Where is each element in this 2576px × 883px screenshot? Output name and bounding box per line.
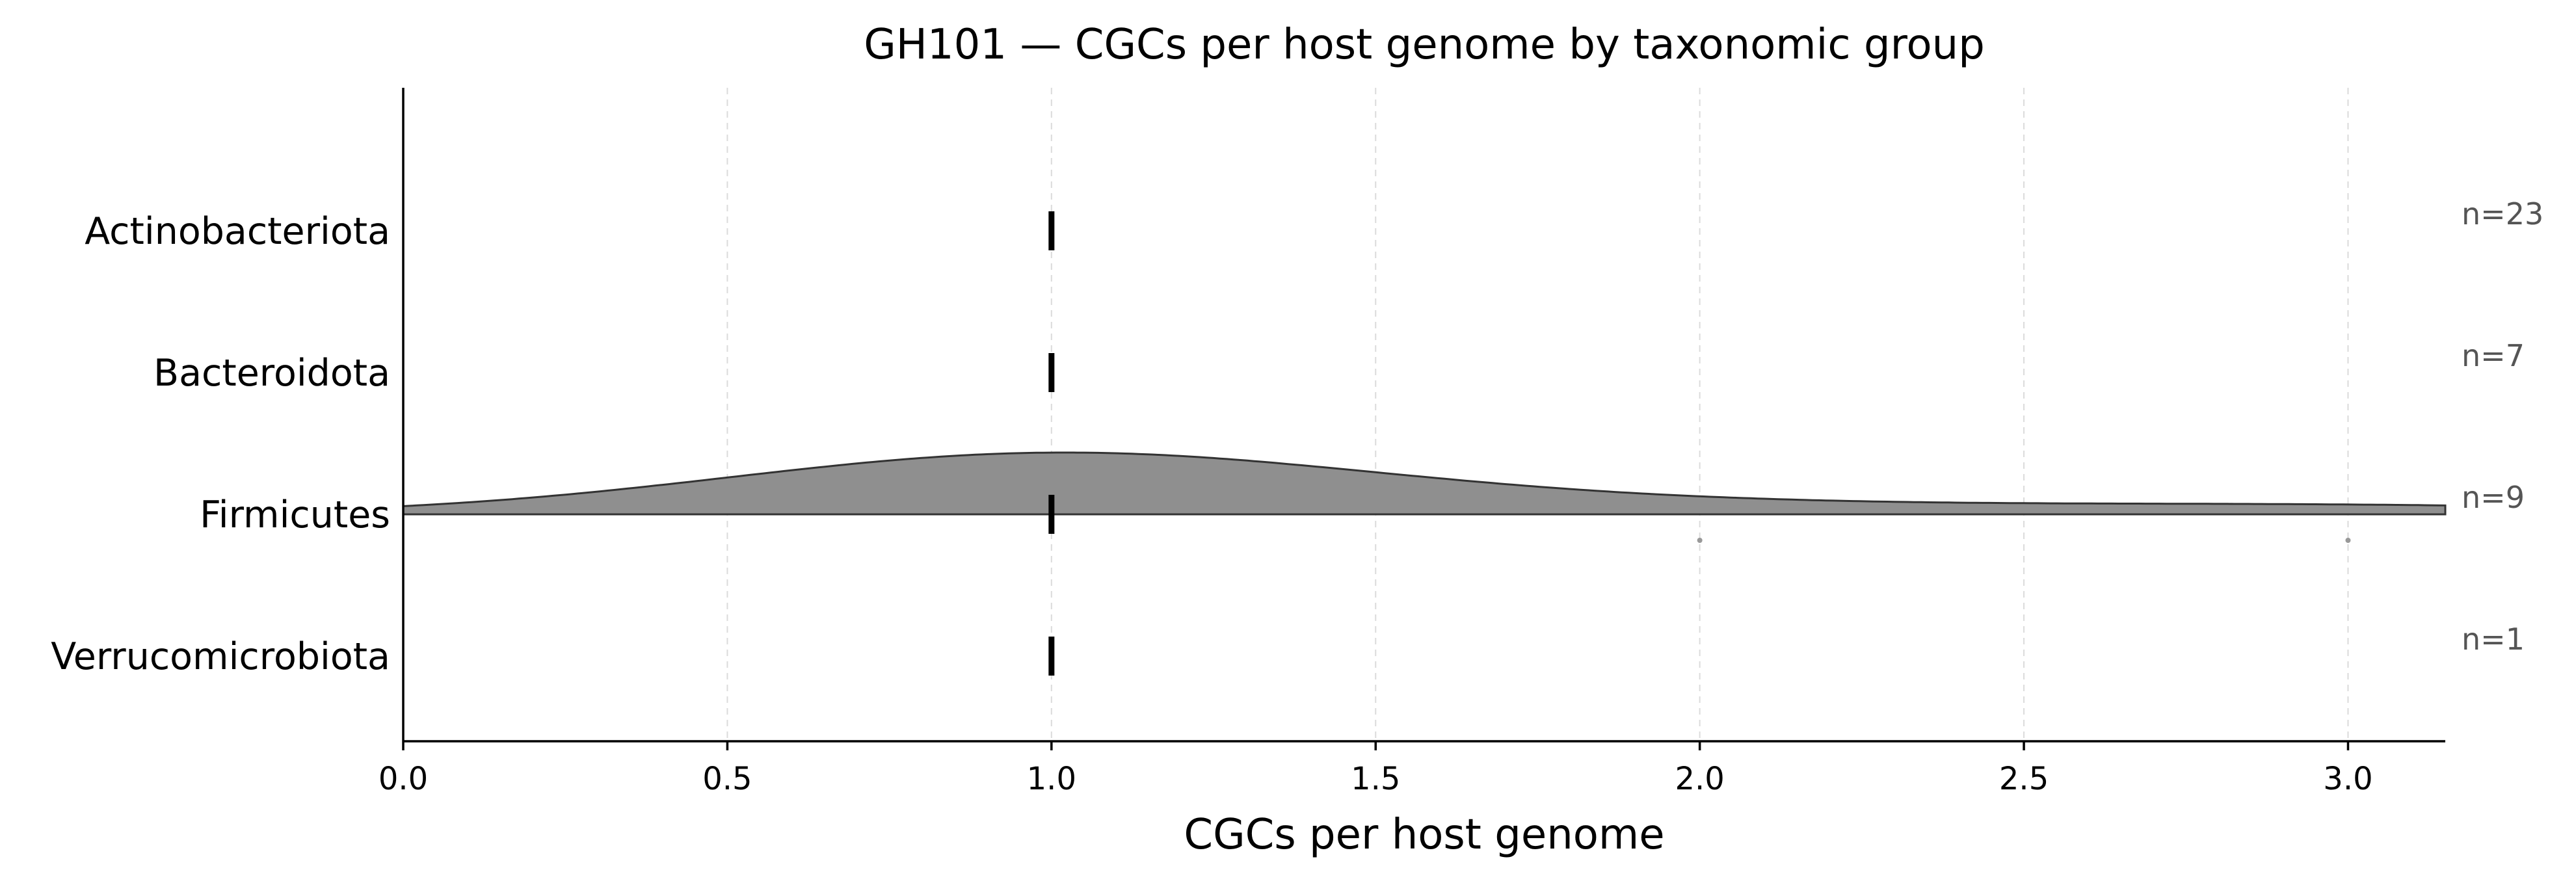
data-points [1697,538,2351,543]
category-label: Firmicutes [200,494,390,536]
category-label: Verrucomicrobiota [51,635,390,678]
x-tick-label: 2.0 [1675,761,1724,797]
grid-lines [726,88,2349,741]
count-label: n=7 [2462,338,2525,373]
data-point [1697,538,1703,543]
density-ridge [402,451,2447,516]
category-label: Actinobacteriota [85,210,390,253]
count-label: n=23 [2462,196,2543,231]
count-label: n=1 [2462,622,2525,657]
x-axis-label: CGCs per host genome [1184,811,1664,859]
count-labels: n=23 n=7 n=9 n=1 [2462,196,2543,657]
x-tick-label: 2.5 [1999,761,2049,797]
x-tick-label: 0.5 [702,761,752,797]
x-tick-label: 3.0 [2323,761,2372,797]
data-point [2345,538,2351,543]
count-label: n=9 [2462,480,2525,515]
category-label: Bacteroidota [153,352,390,395]
x-tick-label: 1.5 [1351,761,1400,797]
x-ticks: 0.0 0.5 1.0 1.5 2.0 2.5 3.0 [378,741,2373,797]
x-tick-label: 1.0 [1027,761,1076,797]
ridges [402,451,2447,516]
x-tick-label: 0.0 [378,761,428,797]
chart-title: GH101 — CGCs per host genome by taxonomi… [864,21,1985,69]
category-labels: Actinobacteriota Bacteroidota Firmicutes Ve… [51,210,390,678]
